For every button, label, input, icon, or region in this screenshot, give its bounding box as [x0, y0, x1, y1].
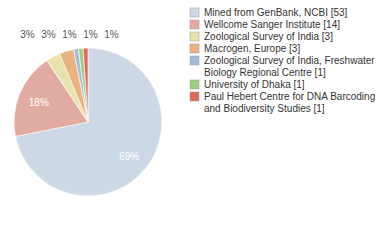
data-labels: 69% 18% 3% 3% 1% 1% 1%: [20, 29, 139, 162]
chart: 69% 18% 3% 3% 1% 1% 1% Mined from GenBank, NCBI…: [0, 0, 380, 240]
pie-slice: [74, 49, 88, 122]
legend-label: University of Dhaka [1]: [204, 79, 305, 90]
data-label: 3%: [20, 29, 35, 40]
data-label: 1%: [83, 29, 98, 40]
legend-label: Macrogen, Europe [3]: [204, 43, 300, 54]
legend-label: Zoological Survey of India [3]: [204, 31, 333, 42]
data-label: 18%: [29, 97, 49, 108]
legend-swatch: [190, 80, 199, 89]
legend-swatch: [190, 20, 199, 29]
legend-label: Wellcome Sanger Institute [14]: [204, 19, 340, 30]
data-label: 1%: [62, 29, 77, 40]
legend-swatch: [190, 32, 199, 41]
legend-label: Paul Hebert Centre for DNA Barcodingand …: [204, 91, 375, 114]
legend-swatch: [190, 44, 199, 53]
legend-swatch: [190, 56, 199, 65]
legend: Mined from GenBank, NCBI [53]Wellcome Sa…: [190, 7, 375, 114]
slices: [14, 48, 162, 196]
data-label: 3%: [41, 29, 56, 40]
legend-label: Mined from GenBank, NCBI [53]: [204, 7, 348, 18]
data-label: 69%: [119, 151, 139, 162]
pie-slice: [83, 48, 88, 122]
legend-swatch: [190, 92, 199, 101]
legend-swatch: [190, 8, 199, 17]
data-label: 1%: [104, 29, 119, 40]
legend-label: Zoological Survey of India, FreshwaterBi…: [204, 55, 375, 78]
pie-slice: [78, 48, 88, 122]
